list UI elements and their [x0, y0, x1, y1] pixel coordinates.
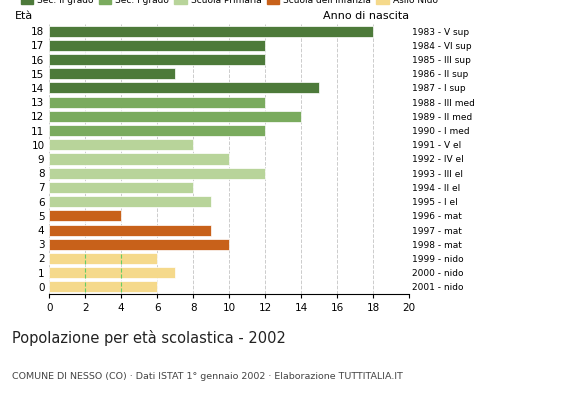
Text: Età: Età [15, 11, 34, 21]
Bar [49, 68, 175, 79]
Bar [49, 267, 175, 278]
Bar [49, 168, 265, 179]
Bar [49, 125, 265, 136]
Bar [49, 224, 211, 236]
Bar [49, 253, 157, 264]
Bar [49, 139, 193, 150]
Text: Popolazione per età scolastica - 2002: Popolazione per età scolastica - 2002 [12, 330, 285, 346]
Bar [49, 97, 265, 108]
Bar [49, 281, 157, 292]
Bar [49, 54, 265, 65]
Bar [49, 26, 373, 37]
Text: Anno di nascita: Anno di nascita [323, 11, 409, 21]
Bar [49, 82, 319, 94]
Bar [49, 239, 229, 250]
Bar [49, 154, 229, 164]
Bar [49, 210, 121, 221]
Bar [49, 40, 265, 51]
Bar [49, 182, 193, 193]
Legend: Sec. II grado, Sec. I grado, Scuola Primaria, Scuola dell'Infanzia, Asilo Nido: Sec. II grado, Sec. I grado, Scuola Prim… [17, 0, 441, 9]
Bar [49, 111, 301, 122]
Text: COMUNE DI NESSO (CO) · Dati ISTAT 1° gennaio 2002 · Elaborazione TUTTITALIA.IT: COMUNE DI NESSO (CO) · Dati ISTAT 1° gen… [12, 372, 403, 381]
Bar [49, 196, 211, 207]
